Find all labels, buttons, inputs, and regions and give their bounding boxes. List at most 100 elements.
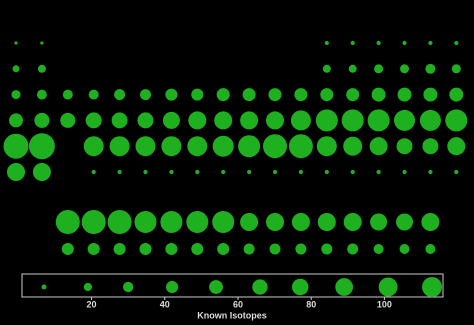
element-bubble [425,244,436,254]
element-bubble [341,109,364,132]
legend-tick-label: 60 [233,299,243,309]
element-bubble [114,89,126,101]
element-bubble [61,242,74,256]
element-bubble [348,64,357,73]
element-bubble [187,136,208,157]
element-bubble [425,63,436,74]
element-bubble [143,169,148,175]
element-bubble [373,244,384,254]
legend-bubble [166,280,179,294]
element-bubble [36,89,47,100]
element-bubble [238,135,261,158]
element-bubble [214,111,233,130]
element-bubble [188,111,207,130]
element-bubble [60,112,76,128]
element-bubble [37,64,46,73]
element-bubble [246,169,252,175]
element-bubble [109,136,130,157]
element-bubble [62,89,73,100]
element-bubble [11,90,21,100]
legend-bubble [378,277,398,297]
legend-box [21,273,444,298]
element-bubble [316,136,337,157]
element-bubble [269,243,281,255]
element-bubble [186,210,209,234]
element-bubble [393,109,416,131]
legend-tick-label: 40 [160,299,170,309]
legend-bubble [422,277,443,297]
element-bubble [454,40,459,46]
legend-bubble [209,280,223,294]
element-bubble [397,87,412,102]
element-bubble [242,88,256,102]
element-bubble [370,213,388,231]
element-bubble [265,212,285,232]
element-bubble [195,169,200,175]
element-bubble [32,162,51,182]
element-bubble [421,212,440,232]
element-bubble [40,41,44,45]
element-bubble [371,87,386,102]
element-bubble [290,110,311,131]
element-bubble [165,88,178,101]
element-bubble [262,134,288,159]
element-bubble [6,162,26,182]
element-bubble [376,169,381,175]
legend-bubble [335,278,354,296]
element-bubble [169,169,174,175]
element-bubble [350,40,355,46]
element-bubble [423,87,438,102]
element-bubble [451,64,461,74]
element-bubble [162,111,180,129]
element-bubble [212,135,234,157]
element-bubble [346,88,360,102]
element-bubble [191,88,204,101]
element-bubble [221,169,226,175]
element-bubble [399,244,410,254]
element-bubble [55,209,80,235]
element-bubble [428,169,433,175]
element-bubble [374,64,384,74]
element-bubble [28,133,55,160]
element-bubble [396,138,413,155]
element-bubble [294,88,308,102]
element-bubble [161,136,182,157]
element-bubble [265,111,285,130]
element-bubble [240,212,259,232]
element-bubble [85,112,102,129]
element-bubble [315,109,338,132]
legend-title: Known Isotopes [197,310,267,320]
legend-bubble [41,284,47,290]
element-bubble [3,133,29,159]
element-bubble [87,242,100,256]
element-bubble [402,169,407,175]
element-bubble [12,65,20,73]
element-bubble [298,169,304,175]
legend-bubble [291,278,309,296]
element-bubble [419,109,441,131]
element-bubble [117,169,122,175]
legend-bubble [83,282,92,292]
element-bubble [295,243,307,255]
element-bubble [113,242,126,256]
element-bubble [272,169,278,175]
element-bubble [321,243,333,255]
element-bubble [268,88,282,102]
element-bubble [376,40,381,46]
element-bubble [317,212,336,232]
element-bubble [288,134,313,159]
element-bubble [445,109,468,132]
element-bubble [216,88,230,102]
element-bubble [217,242,230,256]
element-bubble [139,242,152,256]
legend-tick-label: 80 [306,299,316,309]
element-bubble [347,243,359,255]
element-bubble [134,210,157,234]
legend-bubble [252,279,268,295]
element-bubble [243,243,255,255]
element-bubble [447,137,466,156]
element-bubble [91,169,96,175]
